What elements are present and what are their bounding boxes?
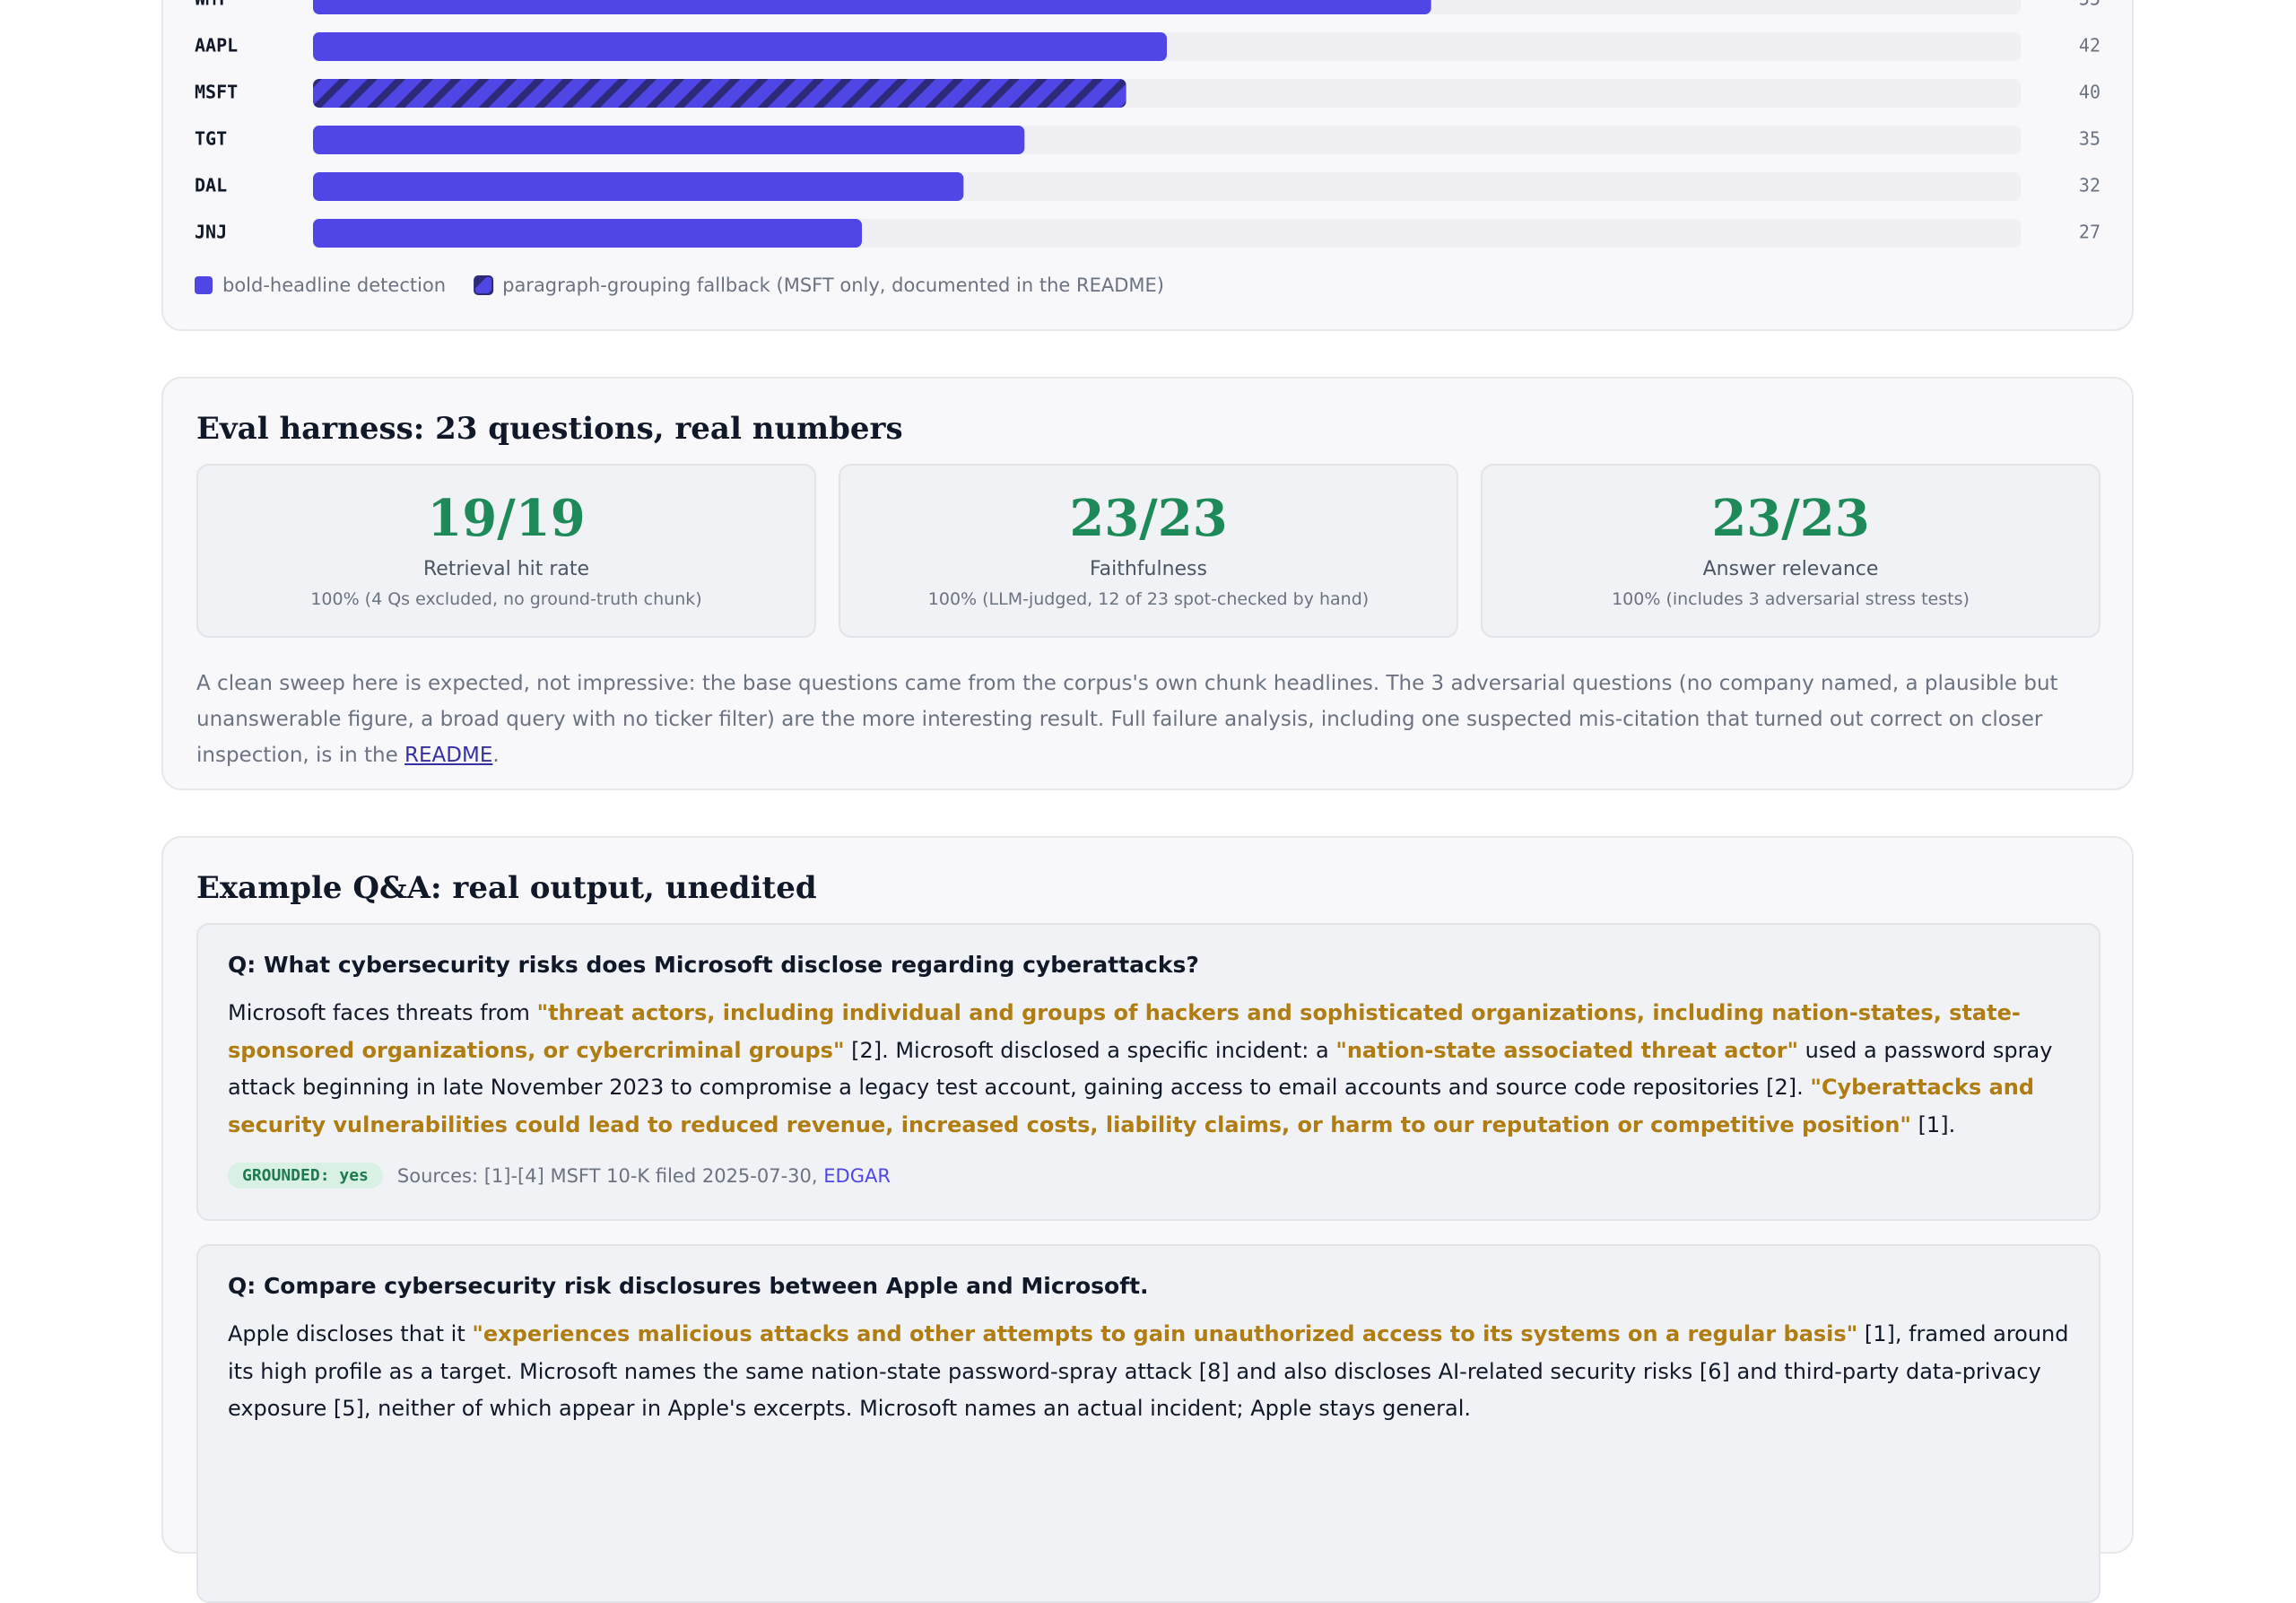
metric-note: 100% (includes 3 adversarial stress test… xyxy=(1612,589,1970,609)
legend-label: paragraph-grouping fallback (MSFT only, … xyxy=(502,274,1164,296)
page-body: WMT 55 AAPL 42 MSFT 40 TGT 35 DAL 32 JNJ 27 bold-hea… xyxy=(161,0,2134,1603)
link[interactable]: README xyxy=(404,744,493,767)
qa-card: Q: What cybersecurity risks does Microso… xyxy=(196,923,2100,1221)
legend-label: bold-headline detection xyxy=(222,274,446,296)
metric-note: 100% (LLM-judged, 12 of 23 spot-checked … xyxy=(927,589,1370,609)
text: used a password spray attack beginning i… xyxy=(228,1037,2053,1101)
legend-swatch xyxy=(195,276,213,294)
metric-label: Faithfulness xyxy=(1089,558,1207,580)
row-label: JNJ xyxy=(195,222,227,243)
source-link[interactable]: EDGAR xyxy=(823,1164,891,1187)
text: Apple discloses that it xyxy=(228,1321,473,1346)
metric-card: 23/23 Answer relevance 100% (includes 3 ad… xyxy=(1481,464,2100,638)
chart: WMT 55 AAPL 42 MSFT 40 TGT 35 DAL 32 JNJ 27 bold-hea… xyxy=(195,0,2100,296)
value-label: 35 xyxy=(2079,128,2100,150)
quote: "experiences malicious attacks and other… xyxy=(472,1321,1858,1346)
question: Q: Compare cybersecurity risk disclosure… xyxy=(228,1273,1149,1299)
metric-value: 19/19 xyxy=(427,489,586,548)
row-label: DAL xyxy=(195,175,227,196)
question: Q: What cybersecurity risks does Microso… xyxy=(228,952,1199,978)
answer-footer: GROUNDED: yes Sources: [1]-[4] MSFT 10-K … xyxy=(228,1163,891,1189)
quote: "Cyberattacks and security vulnerabiliti… xyxy=(228,1075,2035,1137)
bar xyxy=(313,79,1126,108)
value-label: 27 xyxy=(2079,222,2100,243)
examples-card: Example Q&A: real output, unedited Q: Wh… xyxy=(161,836,2134,1603)
value-label: 42 xyxy=(2079,35,2100,57)
text: A clean sweep here is expected, not impr… xyxy=(196,672,2058,767)
value-label: 32 xyxy=(2079,175,2100,196)
metric-note: 100% (4 Qs excluded, no ground-truth chu… xyxy=(310,589,702,609)
row-label: TGT xyxy=(195,128,227,150)
row-label: WMT xyxy=(195,0,227,10)
eval-paragraph: A clean sweep here is expected, not impr… xyxy=(196,666,2099,773)
value-label: 40 xyxy=(2079,82,2100,103)
text: [1], framed around its high profile as a… xyxy=(228,1321,2069,1421)
text: [1]. xyxy=(1910,1111,1956,1137)
metric-label: Answer relevance xyxy=(1702,558,1879,580)
grounded-badge: GROUNDED: yes xyxy=(228,1163,383,1189)
eval-card: Eval harness: 23 questions, real numbers… xyxy=(161,377,2134,790)
metric-label: Retrieval hit rate xyxy=(422,558,590,580)
row-label: MSFT xyxy=(195,82,238,103)
metric-value: 23/23 xyxy=(1711,489,1870,548)
answer: Microsoft faces threats from "threat act… xyxy=(228,995,2072,1144)
quote: "nation-state associated threat actor" xyxy=(1335,1037,1799,1063)
quote: "threat actors, including individual and… xyxy=(228,1000,2021,1063)
answer: Apple discloses that it "experiences mal… xyxy=(228,1316,2072,1428)
bar xyxy=(313,0,1431,14)
text: [2]. Microsoft disclosed a specific inci… xyxy=(844,1037,1336,1063)
bar xyxy=(313,219,862,248)
row-label: AAPL xyxy=(195,35,238,57)
section-title: Eval harness: 23 questions, real numbers xyxy=(196,411,903,447)
sources-text: Sources: [1]-[4] MSFT 10-K filed 2025-07… xyxy=(396,1164,818,1187)
sources: Sources: [1]-[4] MSFT 10-K filed 2025-07… xyxy=(397,1165,891,1187)
section-title: Example Q&A: real output, unedited xyxy=(196,870,817,906)
metric-value: 23/23 xyxy=(1069,489,1228,548)
bar xyxy=(313,172,964,201)
legend-swatch xyxy=(474,275,494,295)
value-label: 55 xyxy=(2079,0,2100,10)
qa-card: Q: Compare cybersecurity risk disclosure… xyxy=(196,1244,2100,1603)
text: . xyxy=(492,744,500,767)
bar xyxy=(313,126,1025,154)
bar xyxy=(313,32,1167,61)
metric-card: 19/19 Retrieval hit rate 100% (4 Qs exclud… xyxy=(196,464,816,638)
metric-card: 23/23 Faithfulness 100% (LLM-judged, 12 of… xyxy=(839,464,1458,638)
page: {"chart_data": {"type": "bar", "orientat… xyxy=(161,0,2134,1603)
text: Microsoft faces threats from xyxy=(228,1000,537,1025)
